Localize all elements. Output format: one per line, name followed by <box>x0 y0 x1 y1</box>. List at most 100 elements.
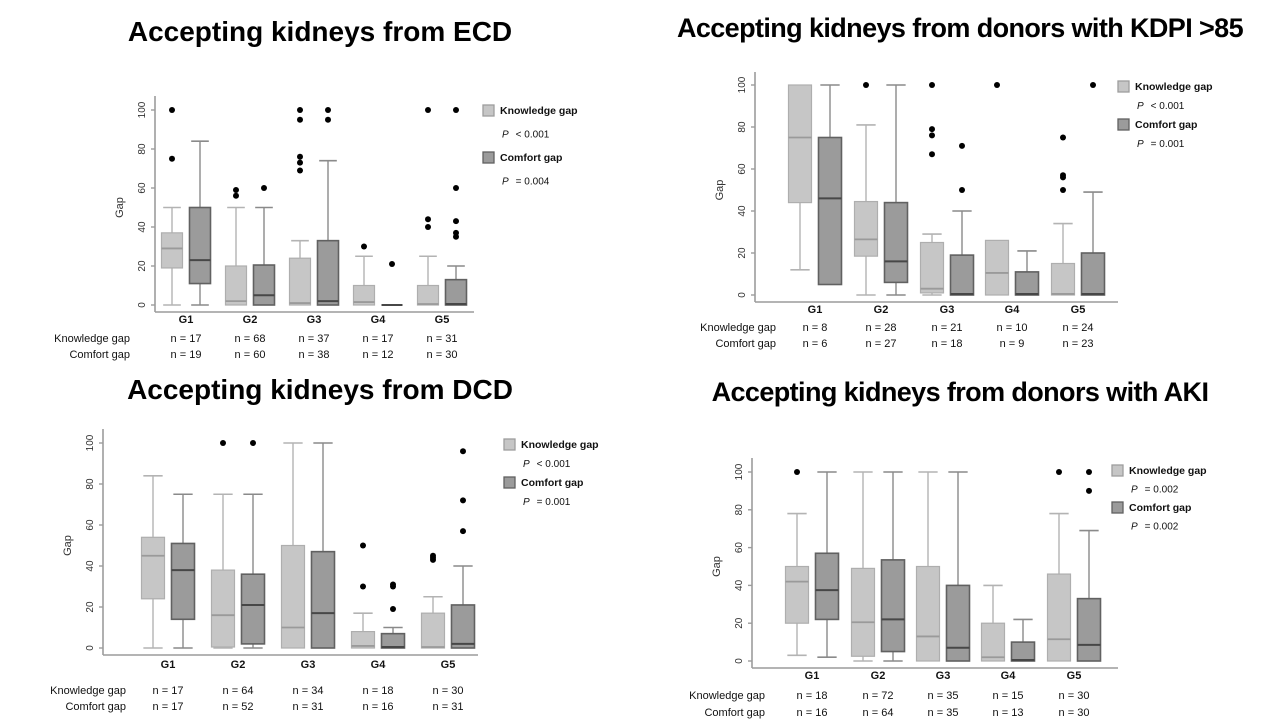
panel-aki: Accepting kidneys from donors with AKI 0… <box>640 372 1280 720</box>
n-value-comfort-G2: n = 60 <box>235 349 266 361</box>
box-rect <box>420 612 446 649</box>
group-label-G1: G1 <box>808 304 823 316</box>
outlier-dot <box>233 192 239 199</box>
outlier-dot <box>1060 134 1066 141</box>
legend-label-comfort: Comfort gap <box>1135 119 1197 131</box>
box-rect <box>980 622 1006 662</box>
box-group-kdpi85-comfort-G2 <box>883 84 909 296</box>
box-group-aki-comfort-G3 <box>945 471 971 662</box>
table-row-label-comfort: Comfort gap <box>65 701 126 713</box>
box-rect <box>140 536 166 600</box>
n-value-knowledge-G5: n = 30 <box>433 685 464 697</box>
box-group-aki-comfort-G2 <box>880 471 906 662</box>
box-group-aki-knowledge-G1 <box>784 469 810 657</box>
n-value-comfort-G1: n = 16 <box>797 707 828 719</box>
legend-p-value-comfort: P = 0.002 <box>1131 522 1179 533</box>
outlier-dot <box>297 107 303 113</box>
group-label-G3: G3 <box>936 670 951 682</box>
group-label-G2: G2 <box>874 304 889 316</box>
panel-ecd: Accepting kidneys from ECD 0 20 40 60 80 100 G… <box>0 0 640 372</box>
y-tick-label: 40 <box>137 221 148 233</box>
outlier-dot <box>297 167 303 174</box>
table-row-label-comfort: Comfort gap <box>69 349 130 361</box>
box-group-ecd-comfort-G5 <box>444 107 468 306</box>
outlier-dot <box>261 185 267 191</box>
group-label-G4: G4 <box>371 314 387 326</box>
n-value-knowledge-G4: n = 15 <box>993 690 1024 702</box>
table-row-label-comfort: Comfort gap <box>704 707 765 719</box>
y-tick-label: 20 <box>737 247 748 259</box>
group-label-G4: G4 <box>1005 304 1021 316</box>
box-group-kdpi85-comfort-G1 <box>817 84 843 286</box>
box-rect <box>1010 641 1036 662</box>
box-rect <box>915 565 941 662</box>
box-group-dcd-knowledge-G2 <box>210 440 236 649</box>
box-rect <box>444 278 468 306</box>
legend-p-value-comfort: P = 0.004 <box>502 177 550 188</box>
box-group-aki-knowledge-G3 <box>915 471 941 662</box>
box-group-ecd-comfort-G4 <box>381 261 403 306</box>
box-group-dcd-knowledge-G1 <box>140 475 166 649</box>
outlier-dot <box>1056 469 1062 475</box>
legend-swatch-comfort <box>1117 118 1130 131</box>
n-value-knowledge-G5: n = 24 <box>1063 322 1094 334</box>
box-group-ecd-knowledge-G3 <box>288 107 312 306</box>
group-label-G1: G1 <box>161 659 176 671</box>
n-value-comfort-G5: n = 31 <box>433 701 464 713</box>
y-tick-label: 20 <box>137 260 148 272</box>
n-value-knowledge-G3: n = 21 <box>932 322 963 334</box>
box-group-dcd-knowledge-G5 <box>420 552 446 649</box>
n-value-comfort-G5: n = 23 <box>1063 338 1094 350</box>
outlier-dot <box>863 82 869 88</box>
box-group-aki-comfort-G5 <box>1076 469 1102 662</box>
n-value-knowledge-G4: n = 10 <box>997 322 1028 334</box>
outlier-dot <box>425 224 431 230</box>
n-value-knowledge-G2: n = 28 <box>866 322 897 334</box>
group-label-G2: G2 <box>871 670 886 682</box>
box-group-dcd-knowledge-G3 <box>280 442 306 649</box>
legend-label-comfort: Comfort gap <box>1129 502 1191 514</box>
n-value-knowledge-G3: n = 34 <box>293 685 324 697</box>
group-label-G1: G1 <box>179 314 194 326</box>
group-label-G3: G3 <box>301 659 316 671</box>
outlier-dot <box>1060 187 1066 193</box>
legend-label-knowledge: Knowledge gap <box>500 105 578 117</box>
box-rect <box>1080 252 1106 296</box>
y-tick-label: 40 <box>737 205 748 217</box>
legend-swatch-knowledge <box>1117 80 1130 93</box>
box-group-ecd-knowledge-G5 <box>416 107 440 306</box>
panel-title-kdpi85: Accepting kidneys from donors with KDPI … <box>676 13 1244 43</box>
legend-swatch-knowledge <box>503 438 516 451</box>
box-group-kdpi85-knowledge-G2 <box>853 82 879 296</box>
box-group-dcd-comfort-G3 <box>310 442 336 649</box>
group-label-G2: G2 <box>231 659 246 671</box>
outlier-dot <box>460 528 466 535</box>
box-rect <box>1014 271 1040 296</box>
panel-dcd: Accepting kidneys from DCD 0 20 40 60 80 100 G… <box>0 372 640 720</box>
n-value-knowledge-G2: n = 68 <box>235 333 266 345</box>
y-tick-label: 20 <box>734 617 745 629</box>
outlier-dot <box>220 440 226 446</box>
legend-swatch-comfort <box>1111 501 1124 514</box>
box-rect <box>1076 597 1102 662</box>
box-rect <box>850 567 876 657</box>
n-value-knowledge-G2: n = 64 <box>223 685 254 697</box>
box-group-aki-comfort-G4 <box>1010 618 1036 662</box>
table-row-label-comfort: Comfort gap <box>715 338 776 350</box>
box-group-kdpi85-knowledge-G4 <box>984 82 1010 296</box>
n-value-comfort-G1: n = 6 <box>803 338 828 350</box>
y-axis-label: Gap <box>62 535 74 556</box>
y-axis-label: Gap <box>711 556 723 577</box>
y-tick-label: 0 <box>85 645 96 651</box>
n-value-comfort-G2: n = 27 <box>866 338 897 350</box>
legend-label-comfort: Comfort gap <box>521 477 583 489</box>
box-rect <box>252 264 276 306</box>
n-value-knowledge-G1: n = 17 <box>153 685 184 697</box>
box-group-aki-comfort-G1 <box>814 471 840 659</box>
y-tick-label: 100 <box>737 76 748 93</box>
box-rect <box>188 206 212 285</box>
table-row-label-knowledge: Knowledge gap <box>54 333 130 345</box>
y-tick-label: 60 <box>137 182 148 194</box>
boxplot-kdpi85: 0 20 40 60 80 100 Gap G1 G2 G3 G4 G5 Knowledge gap P <… <box>700 72 1213 350</box>
n-value-comfort-G2: n = 52 <box>223 701 254 713</box>
